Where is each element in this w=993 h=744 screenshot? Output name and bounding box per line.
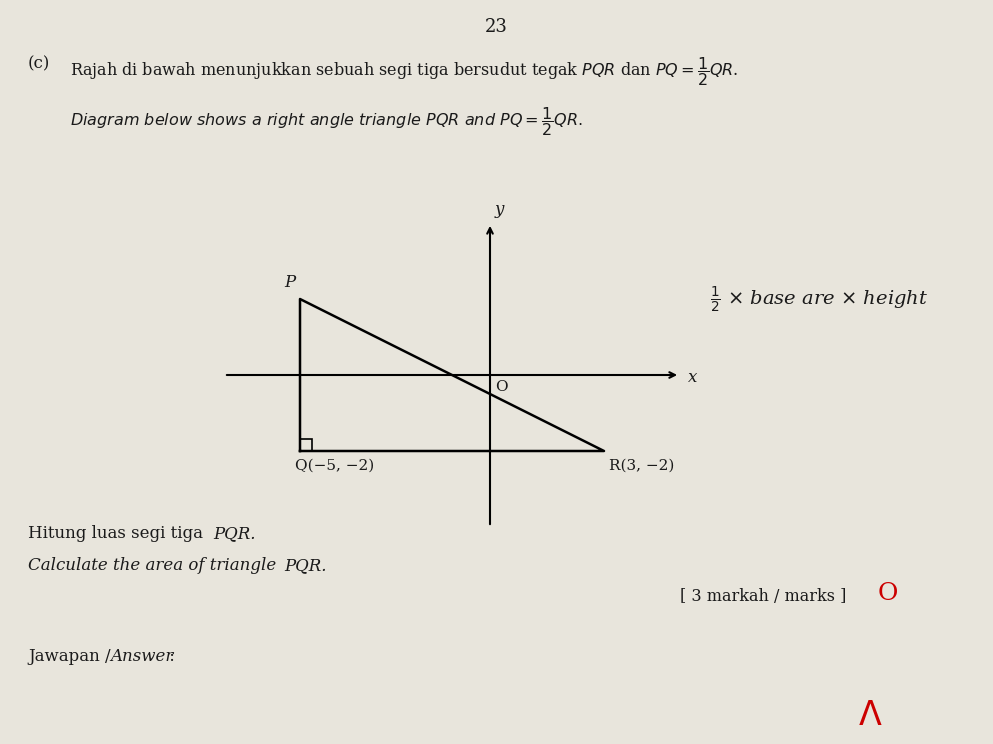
Text: $\frac{1}{2}$ $\times$ base are $\times$ height: $\frac{1}{2}$ $\times$ base are $\times$…	[710, 285, 928, 315]
Text: O: O	[878, 582, 899, 605]
Text: Q(−5, −2): Q(−5, −2)	[295, 459, 374, 473]
Text: Jawapan /: Jawapan /	[28, 648, 116, 665]
Text: x: x	[688, 368, 697, 385]
Text: (c): (c)	[28, 55, 51, 72]
Text: $Diagram\ below\ shows\ a\ right\ angle\ triangle\ PQR\ and\ PQ=\dfrac{1}{2}QR.$: $Diagram\ below\ shows\ a\ right\ angle\…	[70, 105, 583, 138]
Text: P: P	[284, 274, 295, 291]
Text: Answer: Answer	[110, 648, 174, 665]
Text: y: y	[495, 201, 504, 218]
Text: PQR.: PQR.	[213, 525, 255, 542]
Bar	[300, 439, 312, 451]
Text: O: O	[495, 380, 507, 394]
Text: PQR.: PQR.	[284, 557, 327, 574]
Text: [ 3 markah / marks ]: [ 3 markah / marks ]	[680, 588, 846, 605]
Text: Calculate the area of triangle: Calculate the area of triangle	[28, 557, 281, 574]
Text: Hitung luas segi tiga: Hitung luas segi tiga	[28, 525, 209, 542]
Text: R(3, −2): R(3, −2)	[609, 459, 674, 473]
Text: $\Lambda$: $\Lambda$	[858, 700, 883, 732]
Text: :: :	[164, 648, 175, 665]
Text: 23: 23	[485, 18, 507, 36]
Text: Rajah di bawah menunjukkan sebuah segi tiga bersudut tegak $PQR$ dan $PQ=\dfrac{: Rajah di bawah menunjukkan sebuah segi t…	[70, 55, 739, 88]
